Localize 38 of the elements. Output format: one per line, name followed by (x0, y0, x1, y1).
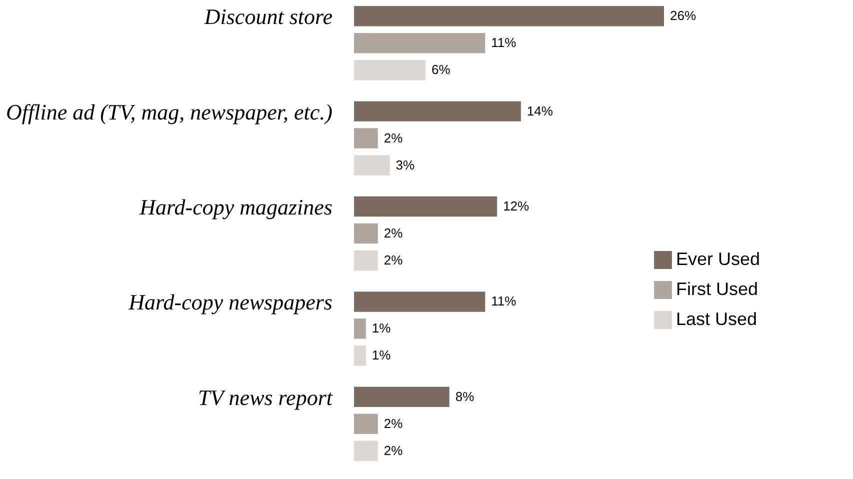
bar (354, 60, 426, 80)
bar (354, 250, 378, 271)
data-label: 2% (384, 442, 404, 458)
bar (354, 6, 664, 26)
bar (354, 292, 486, 312)
bar (354, 101, 521, 122)
data-label: 3% (396, 157, 415, 172)
data-label: 11% (491, 294, 517, 309)
data-label: 1% (372, 348, 392, 363)
bar (354, 128, 378, 148)
bar (354, 318, 366, 339)
legend-label: First Used (676, 279, 758, 299)
bar (354, 223, 378, 244)
bar (354, 386, 450, 407)
y-tick-label: TV news report (198, 384, 334, 410)
legend-label: Last Used (676, 309, 758, 329)
bar (354, 414, 378, 434)
data-label: 2% (384, 130, 404, 146)
legend-label: Ever Used (676, 249, 760, 269)
data-label: 11% (491, 35, 517, 50)
y-tick-label: Hard-copy magazines (138, 194, 332, 220)
y-tick-label: Hard-copy newspapers (128, 290, 332, 315)
y-tick-label: Discount store (203, 4, 333, 30)
data-label: 12% (503, 198, 530, 214)
data-label: 2% (384, 252, 404, 268)
data-label: 2% (384, 226, 404, 240)
bar (354, 346, 366, 366)
bar (354, 440, 378, 461)
data-label: 26% (670, 8, 696, 24)
data-label: 14% (526, 103, 554, 118)
bar (354, 196, 498, 217)
data-label: 1% (372, 320, 392, 336)
data-label: 8% (455, 388, 475, 404)
data-label: 2% (384, 416, 404, 431)
bar (354, 155, 390, 176)
bar (354, 33, 486, 54)
data-label: 6% (432, 62, 451, 78)
y-tick-label: Offline ad (TV, mag, newspaper, etc.) (6, 99, 332, 124)
